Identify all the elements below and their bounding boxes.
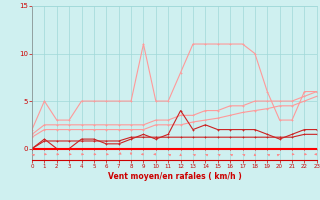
X-axis label: Vent moyen/en rafales ( km/h ): Vent moyen/en rafales ( km/h ) (108, 172, 241, 181)
